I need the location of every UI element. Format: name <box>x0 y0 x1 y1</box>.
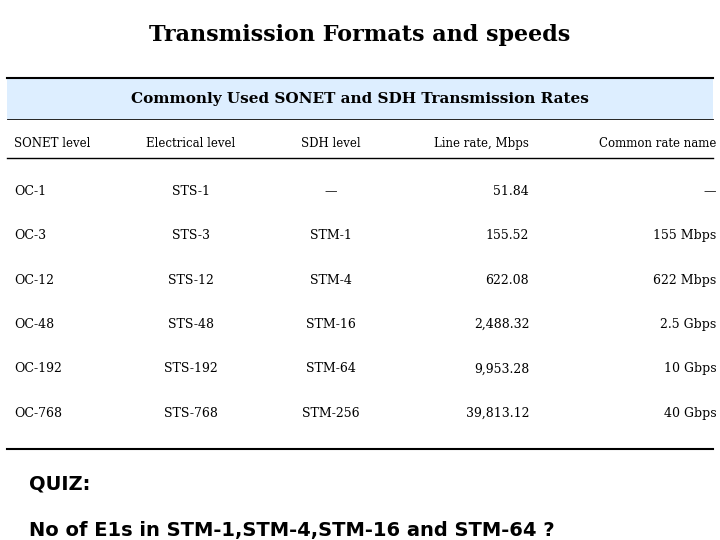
Text: QUIZ:: QUIZ: <box>29 475 90 494</box>
Text: Electrical level: Electrical level <box>146 137 235 150</box>
Text: STM-4: STM-4 <box>310 274 352 287</box>
Text: STM-64: STM-64 <box>306 362 356 375</box>
Text: 622 Mbps: 622 Mbps <box>653 274 716 287</box>
Text: 2.5 Gbps: 2.5 Gbps <box>660 318 716 331</box>
Text: 39,813.12: 39,813.12 <box>466 407 529 420</box>
Text: 622.08: 622.08 <box>485 274 529 287</box>
Text: —: — <box>704 185 716 198</box>
Text: STS-12: STS-12 <box>168 274 214 287</box>
Text: STS-192: STS-192 <box>164 362 217 375</box>
Text: STM-256: STM-256 <box>302 407 360 420</box>
Text: 10 Gbps: 10 Gbps <box>664 362 716 375</box>
Text: STM-1: STM-1 <box>310 230 352 242</box>
Text: OC-768: OC-768 <box>14 407 63 420</box>
Text: Line rate, Mbps: Line rate, Mbps <box>434 137 529 150</box>
Text: Commonly Used SONET and SDH Transmission Rates: Commonly Used SONET and SDH Transmission… <box>131 92 589 105</box>
Text: Transmission Formats and speeds: Transmission Formats and speeds <box>149 24 571 46</box>
Text: SONET level: SONET level <box>14 137 91 150</box>
Text: —: — <box>325 185 338 198</box>
Text: 2,488.32: 2,488.32 <box>474 318 529 331</box>
Text: 9,953.28: 9,953.28 <box>474 362 529 375</box>
Text: 40 Gbps: 40 Gbps <box>664 407 716 420</box>
Text: 51.84: 51.84 <box>493 185 529 198</box>
Text: No of E1s in STM-1,STM-4,STM-16 and STM-64 ?: No of E1s in STM-1,STM-4,STM-16 and STM-… <box>29 521 554 540</box>
Text: OC-192: OC-192 <box>14 362 62 375</box>
Text: Common rate name: Common rate name <box>599 137 716 150</box>
Text: OC-12: OC-12 <box>14 274 55 287</box>
Text: STM-16: STM-16 <box>306 318 356 331</box>
Text: STS-48: STS-48 <box>168 318 214 331</box>
Text: OC-48: OC-48 <box>14 318 55 331</box>
Text: SDH level: SDH level <box>302 137 361 150</box>
Text: 155 Mbps: 155 Mbps <box>653 230 716 242</box>
Text: STS-1: STS-1 <box>172 185 210 198</box>
Text: 155.52: 155.52 <box>486 230 529 242</box>
Text: OC-3: OC-3 <box>14 230 47 242</box>
Text: STS-768: STS-768 <box>164 407 217 420</box>
FancyBboxPatch shape <box>7 78 713 119</box>
Text: STS-3: STS-3 <box>172 230 210 242</box>
Text: OC-1: OC-1 <box>14 185 47 198</box>
